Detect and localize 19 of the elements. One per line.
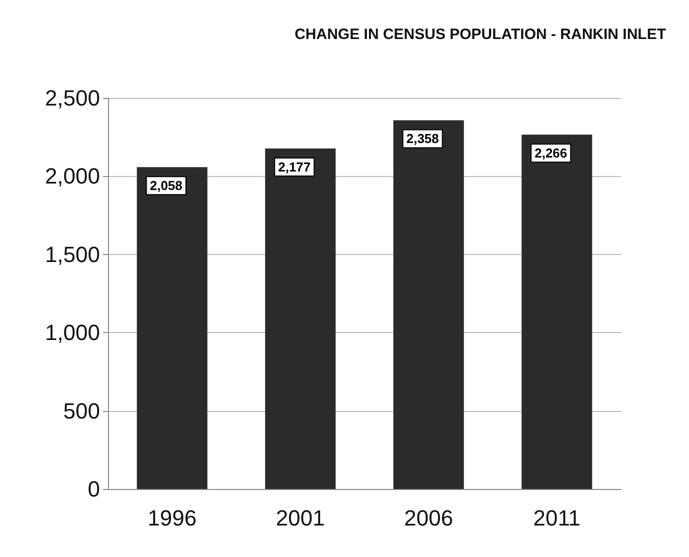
data-label: 2,177: [278, 160, 311, 175]
bar: [136, 167, 208, 489]
x-tick-label: 2006: [404, 506, 454, 530]
bar: [522, 134, 592, 489]
data-label: 2,358: [406, 131, 439, 146]
y-tick-label: 2,500: [44, 86, 100, 110]
x-tick-label: 1996: [148, 506, 197, 530]
y-tick-label: 1,500: [44, 242, 100, 267]
x-tick-label: 2011: [533, 506, 581, 530]
y-tick-label: 0: [88, 476, 100, 502]
x-tick-label: 2001: [276, 506, 325, 530]
data-label: 2,266: [534, 146, 568, 161]
bar: [265, 148, 336, 489]
data-label: 2,058: [150, 178, 182, 194]
y-tick-label: 2,000: [44, 164, 100, 189]
y-tick-label: 1,000: [44, 320, 100, 346]
bar: [393, 120, 464, 489]
y-tick-label: 500: [63, 398, 100, 424]
chart-title: CHANGE IN CENSUS POPULATION - RANKIN INLET: [294, 26, 666, 43]
